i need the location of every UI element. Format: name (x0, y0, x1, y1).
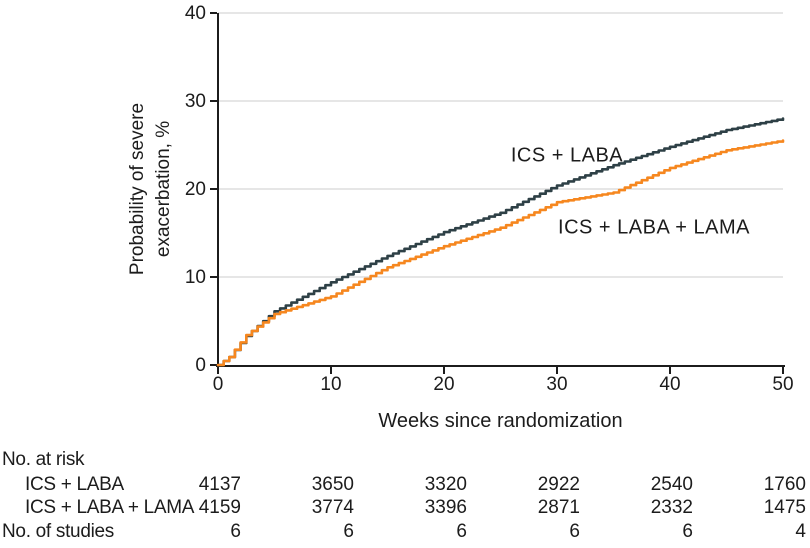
x-tick-label: 50 (772, 374, 794, 395)
risk-row-label: ICS + LABA (25, 474, 124, 495)
risk-value: 2871 (537, 497, 580, 518)
studies-value: 4 (795, 521, 806, 542)
x-tick-label: 0 (212, 374, 224, 395)
risk-value: 1760 (763, 474, 806, 495)
curve-label-ics-laba: ICS + LABA (510, 144, 624, 167)
studies-value: 6 (569, 521, 580, 542)
curve-label-ics-laba-lama: ICS + LABA + LAMA (558, 216, 750, 239)
risk-value: 3650 (311, 474, 354, 495)
risk-value: 3396 (424, 497, 467, 518)
studies-value: 6 (230, 521, 241, 542)
x-tick-label: 10 (320, 374, 342, 395)
studies-row-label: No. of studies (2, 521, 114, 542)
km-plot (210, 12, 785, 374)
risk-value: 2540 (650, 474, 693, 495)
studies-value: 6 (682, 521, 693, 542)
risk-row-label: ICS + LABA + LAMA (25, 497, 195, 518)
x-tick-label: 40 (659, 374, 681, 395)
risk-value: 3320 (424, 474, 467, 495)
risk-table-title: No. at risk (2, 449, 85, 470)
risk-value: 2922 (537, 474, 580, 495)
risk-value: 4137 (198, 474, 241, 495)
y-tick-label: 30 (184, 90, 206, 112)
studies-value: 6 (456, 521, 467, 542)
risk-value: 4159 (198, 497, 241, 518)
risk-value: 3774 (311, 497, 354, 518)
risk-value: 2332 (650, 497, 693, 518)
y-tick-label: 0 (195, 354, 206, 376)
studies-value: 6 (343, 521, 354, 542)
x-axis-title: Weeks since randomization (378, 410, 623, 432)
y-tick-label: 20 (184, 178, 206, 200)
y-tick-label: 10 (184, 266, 206, 288)
risk-value: 1475 (763, 497, 806, 518)
y-tick-label: 40 (184, 2, 206, 24)
x-tick-label: 20 (433, 374, 455, 395)
y-axis-title-line1: Probability of severe (127, 102, 148, 276)
x-tick-label: 30 (546, 374, 568, 395)
